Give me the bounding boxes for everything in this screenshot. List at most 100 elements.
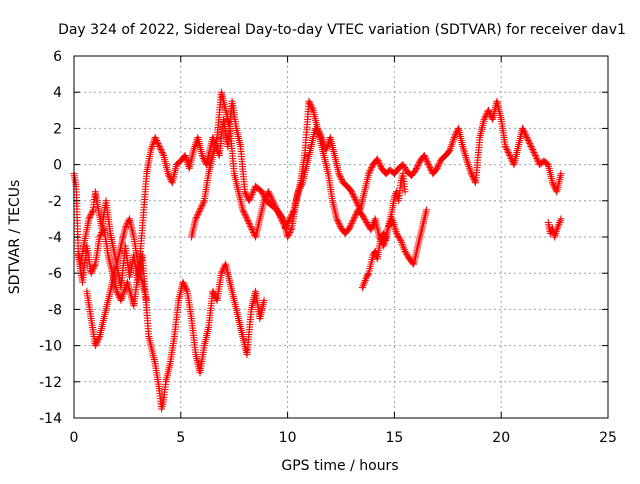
data-point bbox=[422, 155, 430, 163]
data-point bbox=[158, 149, 166, 157]
data-point bbox=[88, 209, 96, 217]
data-point bbox=[89, 207, 97, 215]
data-point bbox=[296, 183, 304, 191]
data-point bbox=[117, 296, 125, 304]
data-point bbox=[297, 182, 305, 190]
data-point bbox=[306, 100, 314, 108]
data-point bbox=[531, 152, 539, 160]
data-point bbox=[485, 108, 493, 116]
data-point bbox=[528, 144, 536, 152]
data-point bbox=[360, 278, 368, 286]
data-point bbox=[286, 213, 294, 221]
data-point bbox=[506, 153, 514, 161]
data-point bbox=[465, 164, 473, 172]
data-point bbox=[524, 135, 532, 143]
data-point bbox=[192, 213, 200, 221]
data-point bbox=[247, 224, 255, 232]
data-point bbox=[348, 189, 356, 197]
data-point bbox=[199, 153, 207, 161]
data-point bbox=[305, 97, 313, 105]
data-point bbox=[298, 180, 306, 188]
y-tick-label: -14 bbox=[39, 411, 62, 427]
data-point bbox=[349, 191, 357, 199]
data-point bbox=[420, 152, 428, 160]
data-point bbox=[350, 192, 358, 200]
data-point bbox=[522, 132, 530, 140]
data-point bbox=[434, 163, 442, 171]
data-point bbox=[391, 226, 399, 234]
data-point bbox=[307, 102, 315, 110]
data-point bbox=[276, 212, 284, 220]
x-tick-label: 10 bbox=[279, 430, 297, 446]
data-point bbox=[182, 153, 190, 161]
data-point bbox=[239, 206, 247, 214]
data-point bbox=[285, 216, 293, 224]
data-point bbox=[333, 216, 341, 224]
data-point bbox=[121, 285, 129, 293]
data-point bbox=[367, 165, 375, 173]
data-point bbox=[287, 225, 295, 233]
data-point bbox=[390, 222, 398, 230]
data-point bbox=[450, 135, 458, 143]
data-point bbox=[118, 295, 126, 303]
data-point bbox=[269, 197, 277, 205]
data-point bbox=[154, 139, 162, 147]
data-point bbox=[93, 337, 101, 345]
y-tick-label: -4 bbox=[48, 230, 62, 246]
data-point bbox=[415, 160, 423, 168]
data-point bbox=[87, 210, 95, 218]
data-point bbox=[283, 221, 291, 229]
data-point bbox=[212, 295, 220, 303]
x-axis-label: GPS time / hours bbox=[281, 458, 398, 474]
data-point bbox=[484, 106, 492, 114]
data-point bbox=[469, 173, 477, 181]
data-point bbox=[400, 244, 408, 252]
data-point bbox=[336, 173, 344, 181]
data-point bbox=[338, 176, 346, 184]
data-point bbox=[271, 203, 279, 211]
data-point bbox=[349, 216, 357, 224]
data-point bbox=[448, 141, 456, 149]
data-point bbox=[87, 269, 95, 277]
data-point bbox=[85, 215, 93, 223]
data-point bbox=[402, 165, 410, 173]
data-point bbox=[155, 141, 163, 149]
data-point bbox=[523, 133, 531, 141]
data-point bbox=[553, 226, 561, 234]
data-point bbox=[143, 296, 151, 304]
data-point bbox=[308, 103, 316, 111]
data-point bbox=[278, 216, 286, 224]
data-point bbox=[365, 170, 373, 178]
data-point bbox=[390, 220, 398, 228]
data-point bbox=[241, 188, 249, 196]
data-point bbox=[435, 160, 443, 168]
data-point bbox=[92, 340, 100, 348]
data-point bbox=[267, 194, 275, 202]
data-point bbox=[181, 152, 189, 160]
data-point bbox=[501, 143, 509, 150]
grid bbox=[74, 56, 608, 418]
data-point bbox=[353, 198, 361, 206]
data-point bbox=[90, 263, 98, 271]
data-point bbox=[347, 221, 355, 229]
data-point bbox=[413, 163, 421, 171]
data-point bbox=[190, 146, 198, 154]
data-point bbox=[351, 212, 359, 220]
data-point bbox=[504, 147, 512, 155]
data-point bbox=[393, 231, 401, 239]
data-point bbox=[525, 138, 533, 146]
data-point bbox=[274, 209, 282, 217]
data-point bbox=[380, 229, 388, 237]
data-point bbox=[182, 286, 190, 294]
data-point bbox=[409, 259, 417, 267]
data-point bbox=[557, 215, 565, 223]
data-point bbox=[548, 179, 556, 187]
data-point bbox=[183, 157, 191, 165]
data-point bbox=[314, 129, 322, 137]
data-point bbox=[323, 144, 331, 152]
data-point bbox=[421, 153, 429, 161]
data-point bbox=[272, 204, 280, 212]
data-point bbox=[374, 157, 382, 165]
data-point bbox=[445, 147, 453, 155]
data-point bbox=[412, 166, 420, 174]
